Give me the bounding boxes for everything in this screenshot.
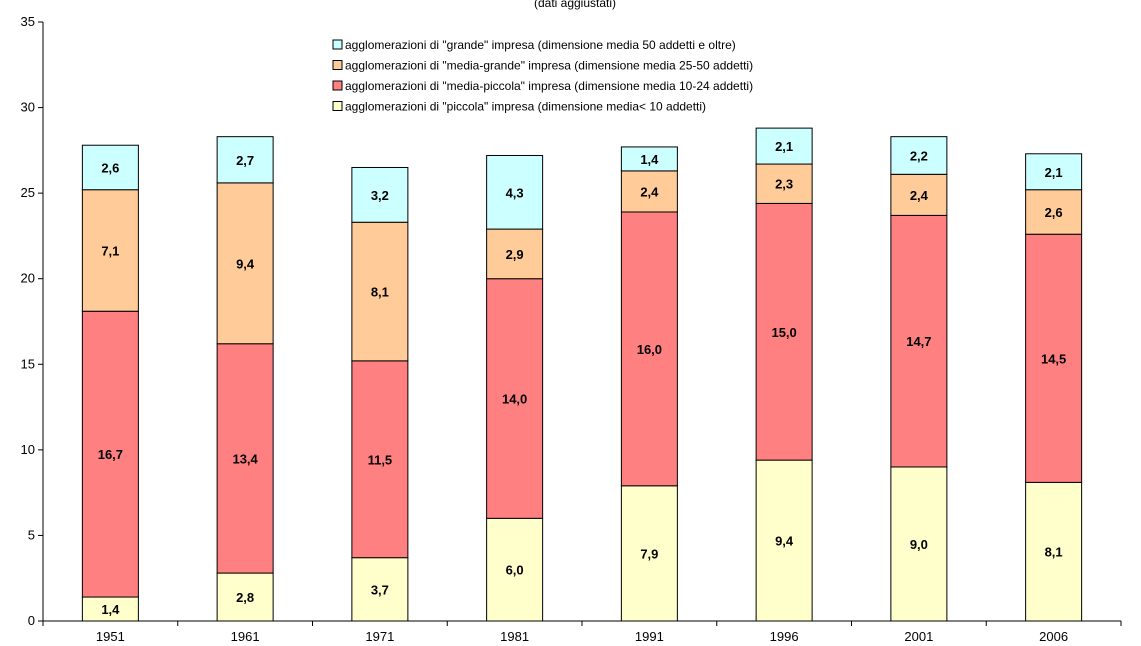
legend-swatch (332, 80, 343, 91)
bar-value-label: 2,2 (910, 148, 928, 163)
bar-value-label: 14,5 (1041, 351, 1066, 366)
bar-segment (1025, 233, 1083, 483)
bar-segment (890, 466, 948, 622)
bar-segment (486, 228, 544, 280)
legend-swatch (332, 101, 343, 111)
y-tick-label: 30 (21, 100, 35, 115)
bar-value-label: 14,7 (906, 334, 931, 349)
bar-value-label: 16,7 (98, 447, 123, 462)
bar-segment (890, 214, 948, 468)
bar-segment (81, 310, 139, 598)
bars (81, 127, 1083, 622)
bar-value-label: 9,0 (910, 537, 928, 552)
bar-value-label: 7,1 (101, 243, 119, 258)
y-tick-label: 20 (21, 271, 35, 286)
bar-value-label: 11,5 (368, 452, 393, 467)
bar-value-label: 14,0 (502, 392, 527, 407)
bar-segment (1025, 153, 1083, 191)
bar-segment (216, 182, 274, 345)
bar-value-label: 7,9 (640, 546, 658, 561)
bar-value-label: 13,4 (232, 451, 258, 466)
legend: agglomerazioni di "grande" impresa (dime… (332, 38, 753, 114)
y-tick-label: 5 (28, 527, 35, 542)
bar-value-label: 8,1 (371, 285, 389, 300)
bar-segment (81, 189, 139, 312)
bar-value-label: 2,1 (1045, 165, 1063, 180)
bar-segment (1025, 481, 1083, 622)
bar-segment (351, 557, 409, 622)
bar-value-label: 1,4 (101, 602, 120, 617)
x-tick-label: 2006 (1039, 629, 1068, 644)
y-tick-label: 15 (21, 356, 35, 371)
x-tick-label: 1961 (231, 629, 260, 644)
x-tick-label: 1991 (635, 629, 664, 644)
bar-segment (890, 173, 948, 216)
bar-value-label: 2,4 (640, 184, 659, 199)
bar-value-label: 2,9 (506, 247, 524, 262)
x-tick-label: 1951 (96, 629, 125, 644)
y-tick-label: 35 (21, 14, 35, 29)
bar-segment (486, 517, 544, 622)
x-tick-label: 1996 (770, 629, 799, 644)
legend-label: agglomerazioni di "piccola" impresa (dim… (345, 100, 706, 114)
bar-value-label: 9,4 (236, 256, 255, 271)
bar-value-label: 2,7 (236, 153, 254, 168)
bar-value-label: 3,7 (371, 582, 389, 597)
bar-segment (755, 163, 813, 204)
bar-segment (620, 485, 678, 622)
x-tick-label: 1981 (500, 629, 529, 644)
bar-value-label: 4,3 (506, 185, 524, 200)
bar-value-label: 8,1 (1045, 545, 1063, 560)
legend-label: agglomerazioni di "media-grande" impresa… (345, 59, 753, 73)
bar-segment (890, 136, 948, 175)
bar-segment (486, 154, 544, 230)
y-tick-label: 25 (21, 185, 35, 200)
legend-swatch (332, 60, 343, 70)
bar-segment (81, 144, 139, 191)
y-tick-label: 0 (28, 613, 35, 628)
legend-label: agglomerazioni di "media-piccola" impres… (345, 79, 753, 93)
bar-value-label: 6,0 (506, 563, 524, 578)
bar-value-label: 2,6 (101, 160, 119, 175)
bar-value-label: 16,0 (637, 342, 662, 357)
bar-segment (755, 202, 813, 461)
bar-value-label: 2,4 (910, 188, 929, 203)
x-tick-label: 1971 (365, 629, 394, 644)
bar-value-label: 2,3 (775, 177, 793, 192)
bar-value-label: 9,4 (775, 534, 794, 549)
bar-segment (620, 146, 678, 172)
bar-segment (351, 360, 409, 559)
bar-value-label: 3,2 (371, 188, 389, 203)
data-labels: 1,4 16,7 7,1 2,6 2,8 13,4 9,4 2,7 3,7 11,5 8,1 3,2 6… (98, 139, 1067, 617)
legend-label: agglomerazioni di "grande" impresa (dime… (345, 38, 736, 52)
x-tick-label: 2001 (904, 629, 933, 644)
bar-segment (351, 166, 409, 223)
y-tick-label: 10 (21, 442, 35, 457)
bar-segment (755, 459, 813, 622)
bar-segment (216, 572, 274, 622)
bar-segment (216, 343, 274, 574)
bar-value-label: 1,4 (640, 152, 659, 167)
bar-value-label: 2,6 (1045, 205, 1063, 220)
chart-title-fragment: (dati aggiustati) (534, 0, 616, 10)
bar-value-label: 2,1 (775, 139, 793, 154)
bar-segment (216, 136, 274, 184)
bar-value-label: 15,0 (771, 325, 796, 340)
bar-segment (755, 127, 813, 165)
bar-segment (486, 278, 544, 519)
bar-segment (351, 221, 409, 362)
legend-swatch (332, 39, 343, 50)
bar-value-label: 2,8 (236, 590, 254, 605)
